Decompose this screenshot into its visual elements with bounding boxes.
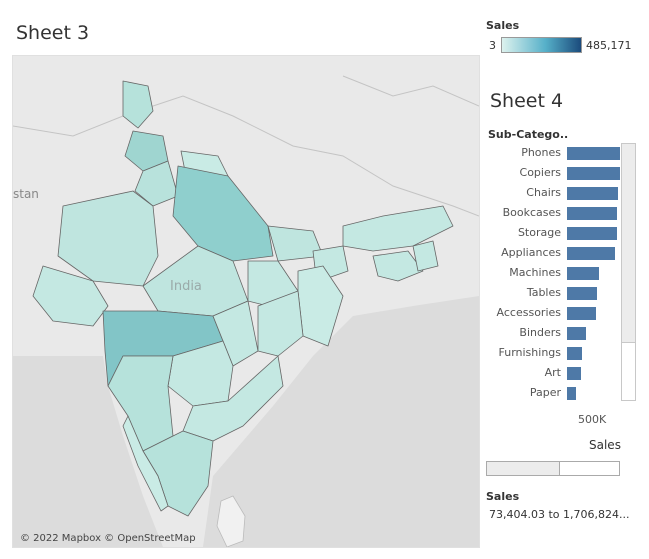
bar-art[interactable] <box>567 367 581 380</box>
state-meghalaya[interactable] <box>372 250 424 282</box>
state-uttar-pradesh[interactable] <box>172 165 274 262</box>
bar-tables[interactable] <box>567 287 597 300</box>
arabian-sea <box>13 356 163 547</box>
bar-label-phones[interactable]: Phones <box>521 146 561 159</box>
bar-label-storage[interactable]: Storage <box>517 226 561 239</box>
bar-appliances[interactable] <box>567 247 615 260</box>
bar-bookcases[interactable] <box>567 207 617 220</box>
map-svg[interactable]: India stan <box>13 56 479 547</box>
bar-machines[interactable] <box>567 267 599 280</box>
map-view[interactable]: India stan © 2022 Mapbox © OpenStreetMap <box>12 55 480 548</box>
bar-label-accessories[interactable]: Accessories <box>496 306 561 319</box>
bar-label-copiers[interactable]: Copiers <box>519 166 561 179</box>
legend-max: 485,171 <box>586 39 632 52</box>
scrollbar-thumb[interactable] <box>622 144 635 343</box>
bar-label-appliances[interactable]: Appliances <box>501 246 561 259</box>
state-odisha[interactable] <box>257 290 304 357</box>
state-kerala[interactable] <box>122 415 169 512</box>
bar-storage[interactable] <box>567 227 617 240</box>
state-nagaland[interactable] <box>412 240 439 272</box>
state-chhattisgarh[interactable] <box>212 300 259 367</box>
bar-paper[interactable] <box>567 387 576 400</box>
bay-of-bengal <box>203 296 479 547</box>
filter-title: Sales <box>486 490 520 503</box>
bar-label-binders[interactable]: Binders <box>519 326 561 339</box>
bar-label-paper[interactable]: Paper <box>529 386 561 399</box>
bar-phones[interactable] <box>567 147 620 160</box>
bar-label-machines[interactable]: Machines <box>509 266 561 279</box>
bar-furnishings[interactable] <box>567 347 582 360</box>
x-axis-title: Sales <box>589 438 621 452</box>
india-states[interactable] <box>32 80 454 517</box>
sri-lanka <box>216 495 246 547</box>
legend-min: 3 <box>489 39 496 52</box>
bar-label-furnishings[interactable]: Furnishings <box>498 346 562 359</box>
state-gujarat[interactable] <box>32 265 109 327</box>
bar-chairs[interactable] <box>567 187 618 200</box>
sales-range-slider[interactable] <box>486 461 620 476</box>
state-rajasthan[interactable] <box>57 190 159 287</box>
slider-range-fill[interactable] <box>487 462 560 475</box>
neighbor-border-2 <box>342 75 479 107</box>
bar-label-bookcases[interactable]: Bookcases <box>502 206 561 219</box>
bar-chart-scrollbar[interactable] <box>621 143 636 401</box>
state-haryana[interactable] <box>134 160 179 207</box>
state-jammu-kashmir[interactable] <box>122 80 154 129</box>
bar-copiers[interactable] <box>567 167 620 180</box>
axis-tick-500k: 500K <box>578 413 607 426</box>
bar-binders[interactable] <box>567 327 586 340</box>
legend-title: Sales <box>486 19 520 32</box>
map-neighbor-label: stan <box>13 187 39 201</box>
bar-label-tables[interactable]: Tables <box>526 286 561 299</box>
map-country-label: India <box>170 279 202 294</box>
neighbor-border <box>13 95 479 217</box>
state-assam[interactable] <box>342 205 454 252</box>
sheet3-title: Sheet 3 <box>16 22 90 44</box>
legend-gradient <box>501 37 582 53</box>
subcategory-header[interactable]: Sub-Catego.. <box>488 128 569 141</box>
bar-label-art[interactable]: Art <box>544 366 561 379</box>
filter-range-text: 73,404.03 to 1,706,824... <box>489 508 630 521</box>
bar-label-chairs[interactable]: Chairs <box>526 186 561 199</box>
map-attribution[interactable]: © 2022 Mapbox © OpenStreetMap <box>20 533 196 544</box>
sheet4-title: Sheet 4 <box>490 90 564 112</box>
bar-accessories[interactable] <box>567 307 596 320</box>
